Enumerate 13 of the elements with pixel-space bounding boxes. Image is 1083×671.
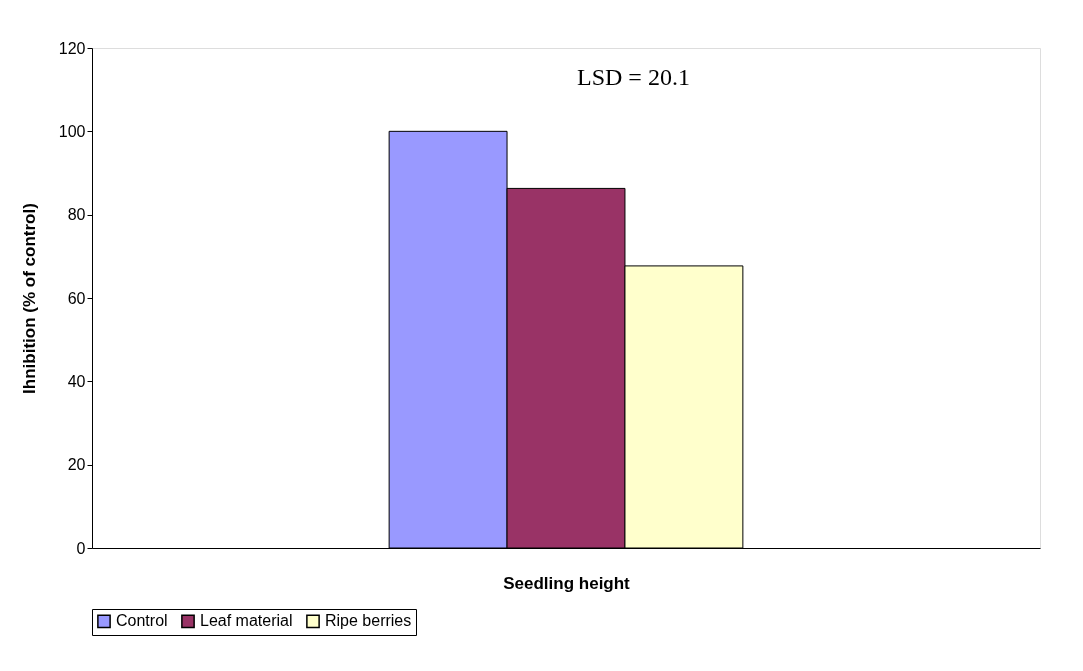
y-tick-label: 60 (67, 289, 86, 307)
legend-label: Ripe berries (325, 612, 412, 630)
y-tick-label: 120 (58, 39, 86, 57)
y-axis-title: Ihnibition (% of control) (19, 203, 39, 394)
y-tick-label: 0 (76, 539, 86, 557)
y-tick-label: 80 (67, 206, 86, 224)
y-tick-label: 40 (67, 372, 86, 390)
x-axis-title: Seedling height (503, 573, 631, 593)
annotation: LSD = 20.1 (577, 64, 690, 90)
y-tick-label: 20 (67, 456, 86, 474)
legend-label: Leaf material (200, 612, 293, 630)
legend-label: Control (116, 612, 168, 630)
y-tick-label: 100 (58, 122, 86, 140)
